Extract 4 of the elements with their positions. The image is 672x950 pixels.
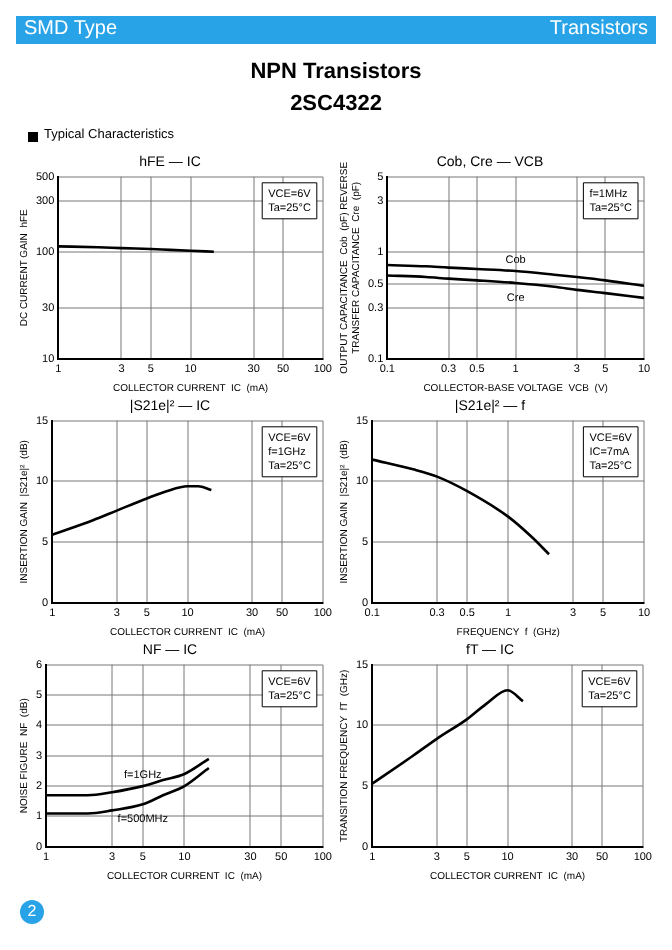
- text: 2SC4322: [288, 92, 384, 116]
- text: SMD Type: [24, 18, 117, 40]
- text: NPN Transistors: [248, 60, 424, 84]
- text: Transistors: [549, 18, 648, 40]
